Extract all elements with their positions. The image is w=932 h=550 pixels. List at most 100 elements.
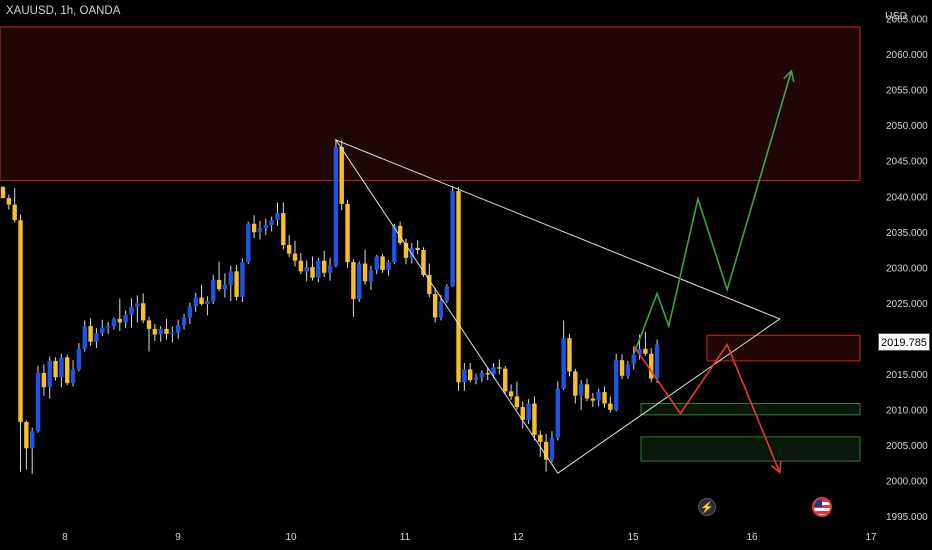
candle: [497, 359, 502, 375]
candle-body: [573, 371, 578, 396]
candle-body: [526, 403, 531, 420]
candle-body: [65, 357, 70, 383]
candle: [386, 259, 391, 276]
time-axis[interactable]: 8 9 10 11 12 15 16 17: [62, 532, 877, 543]
candle-body: [654, 344, 660, 379]
candle: [59, 353, 64, 388]
price-tick-label: 1995.000: [886, 512, 928, 523]
candle: [456, 186, 461, 391]
time-tick-label: 17: [865, 532, 877, 543]
zones-layer: [0, 26, 861, 462]
candle: [333, 139, 339, 268]
bearish-projection: [633, 342, 781, 473]
candle-body: [292, 253, 298, 261]
candle-body: [205, 301, 210, 305]
candle: [35, 365, 41, 433]
candle: [549, 431, 555, 463]
candle: [602, 386, 607, 408]
candle-body: [152, 328, 158, 335]
candle: [286, 235, 292, 258]
candle: [625, 360, 631, 379]
candle-body: [409, 247, 414, 258]
time-tick-label: 8: [62, 532, 68, 543]
candle-body: [24, 421, 29, 449]
candle-body: [327, 265, 333, 273]
candle-body: [94, 333, 99, 342]
candle-body: [438, 301, 444, 318]
candle-body: [76, 348, 82, 370]
candle-body: [532, 403, 537, 435]
candle-body: [316, 260, 321, 278]
candle-body: [181, 317, 187, 326]
candle: [199, 284, 204, 306]
candle-body: [503, 368, 508, 392]
price-axis[interactable]: 1995.000 2000.000 2005.000 2010.000 2015.000…: [886, 15, 928, 523]
candle-body: [497, 367, 502, 369]
candle-body: [193, 297, 198, 307]
candle-body: [614, 360, 619, 410]
candle: [357, 261, 362, 302]
candle: [392, 223, 397, 265]
candle-body: [228, 271, 233, 285]
candle-body: [619, 360, 625, 376]
candle-body: [53, 360, 58, 378]
candle-body: [421, 250, 426, 275]
candle: [6, 194, 12, 210]
candle-body: [392, 225, 397, 263]
candle: [111, 317, 117, 330]
candle: [649, 348, 654, 383]
candle-body: [368, 269, 374, 282]
candle: [310, 256, 315, 281]
candle-body: [345, 203, 350, 263]
candle-body: [286, 245, 292, 254]
candle: [567, 333, 572, 377]
candle-body: [105, 326, 111, 328]
candle: [82, 320, 87, 352]
candle-body: [549, 437, 555, 460]
current-price-tag: 2019.785: [878, 333, 930, 351]
candle-body: [129, 306, 134, 315]
candle-body: [608, 403, 613, 410]
candle: [327, 257, 333, 281]
candle-body: [70, 369, 76, 383]
candle-body: [164, 328, 169, 334]
candle-body: [263, 225, 268, 229]
candle-body: [269, 220, 274, 226]
candle-body: [596, 392, 601, 401]
candle: [526, 399, 531, 425]
candle-body: [281, 213, 286, 246]
candle: [450, 186, 455, 287]
candle: [538, 430, 543, 457]
flash-event-icon[interactable]: ⚡: [698, 498, 716, 516]
candle-body: [578, 384, 584, 396]
candle: [105, 321, 111, 334]
candle-body: [322, 260, 327, 273]
support-zone-upper: [640, 402, 861, 416]
candle-body: [6, 198, 12, 205]
candle: [170, 326, 175, 343]
candle-body: [123, 314, 128, 323]
candle-body: [362, 263, 368, 282]
candle-body: [374, 256, 379, 270]
candle: [322, 250, 327, 278]
support-zone-lower: [640, 436, 861, 462]
time-tick-label: 15: [627, 532, 639, 543]
candle-body: [357, 263, 362, 300]
candle-body: [339, 147, 344, 204]
candle: [514, 381, 520, 410]
candle-body: [176, 325, 181, 333]
candle-body: [135, 303, 140, 307]
candle: [374, 255, 379, 275]
candle: [257, 220, 263, 240]
candle: [444, 284, 450, 304]
us-flag-event-icon[interactable]: [812, 497, 832, 517]
candle: [176, 319, 181, 339]
price-tick-label: 2045.000: [886, 157, 928, 168]
candle-body: [199, 297, 204, 305]
candle-body: [514, 396, 520, 408]
candle: [164, 318, 169, 340]
price-tick-label: 2065.000: [886, 15, 928, 26]
candle: [415, 240, 420, 255]
symbol-title: XAUUSD, 1h, OANDA: [6, 5, 121, 17]
